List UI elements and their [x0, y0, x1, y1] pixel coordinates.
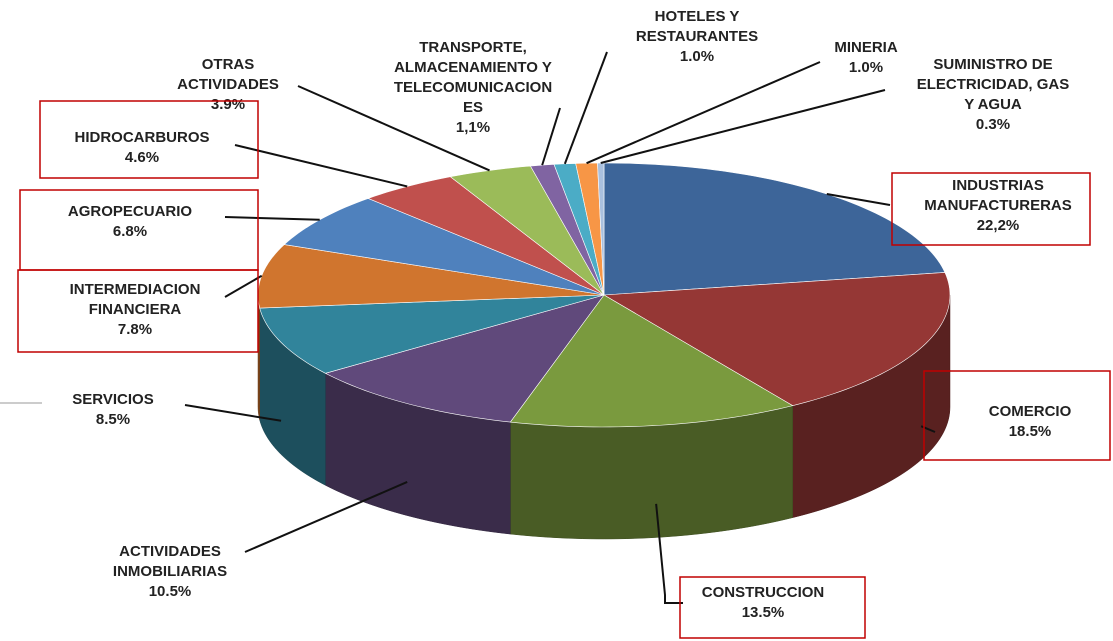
leader-line: [563, 51, 608, 165]
value-label: 0.3%: [976, 116, 1010, 133]
pie: [257, 162, 951, 540]
value-label: 10.5%: [149, 583, 192, 600]
category-label: AGROPECUARIO: [68, 203, 193, 220]
category-label: SUMINISTRO DE ELECTRICIDAD, GAS Y AGUA: [917, 56, 1070, 113]
category-label: HIDROCARBUROS: [75, 129, 210, 146]
highlight-box: [39, 100, 259, 179]
highlight-box: [891, 172, 1091, 246]
value-label: 8.5%: [96, 411, 130, 428]
category-label: INTERMEDIACION FINANCIERA: [70, 281, 201, 318]
highlight-box: [17, 269, 259, 353]
slice: [603, 272, 951, 406]
leader-line: [600, 89, 886, 164]
slice: [603, 162, 946, 296]
leader-line: [184, 404, 282, 422]
value-label: 13.5%: [742, 604, 785, 621]
category-label: SERVICIOS: [72, 391, 153, 408]
leader-line: [224, 274, 263, 298]
category-label: MINERIA: [834, 39, 898, 56]
slice: [259, 294, 605, 374]
leader-line: [586, 61, 821, 165]
category-label: OTRAS ACTIVIDADES: [177, 56, 279, 93]
leader-line: [655, 503, 683, 604]
value-label: 22,2%: [977, 217, 1020, 234]
value-label: 1,1%: [456, 119, 490, 136]
value-label: 18.5%: [1009, 423, 1052, 440]
value-label: 6.8%: [113, 223, 147, 240]
highlight-box: [679, 576, 866, 639]
category-label: INDUSTRIAS MANUFACTURERAS: [924, 177, 1072, 214]
highlight-box: [923, 370, 1111, 461]
leader-line: [541, 107, 561, 166]
slice: [597, 162, 605, 296]
category-label: HOTELES Y RESTAURANTES: [636, 8, 758, 45]
value-label: 7.8%: [118, 321, 152, 338]
leader-line: [234, 144, 408, 188]
labels: INDUSTRIAS MANUFACTURERAS 22,2% COMERCIO 18.…: [68, 8, 1072, 621]
category-label: CONSTRUCCION: [702, 584, 825, 601]
leader-line: [297, 85, 490, 172]
slice: [324, 294, 605, 423]
leader-line: [244, 481, 408, 553]
slice: [283, 198, 605, 296]
value-label: 4.6%: [125, 149, 159, 166]
value-label: 3.9%: [211, 96, 245, 113]
value-label: 1.0%: [680, 48, 714, 65]
category-label: TRANSPORTE, ALMACENAMIENTO Y TELECOMUNICAC…: [394, 39, 552, 116]
category-label: COMERCIO: [989, 403, 1072, 420]
value-label: 1.0%: [849, 59, 883, 76]
leader-line: [224, 216, 320, 221]
leader-line: [826, 193, 891, 206]
slice: [509, 294, 794, 428]
slice: [449, 165, 605, 296]
category-label: ACTIVIDADES INMOBILIARIAS: [113, 543, 227, 580]
